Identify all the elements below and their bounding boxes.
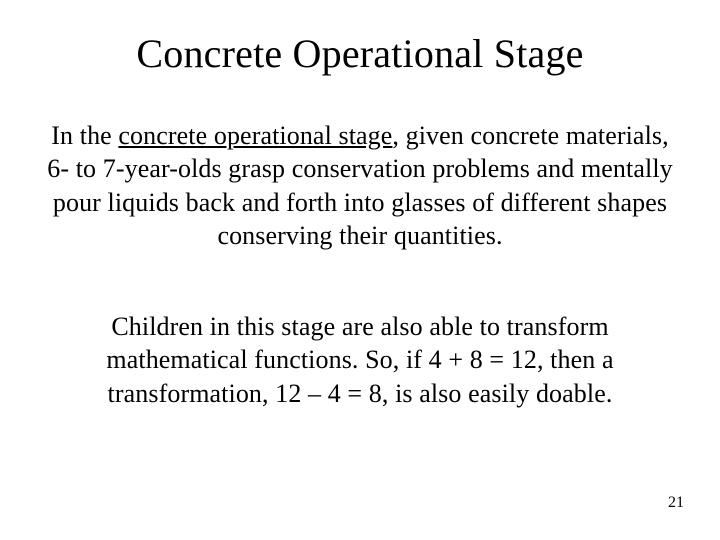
paragraph-1: In the concrete operational stage, given…: [42, 119, 678, 252]
paragraph-2: Children in this stage are also able to …: [42, 310, 678, 410]
slide-title: Concrete Operational Stage: [42, 30, 678, 77]
p1-underlined: concrete operational stage: [118, 121, 392, 150]
p1-pre: In the: [51, 121, 118, 150]
page-number: 21: [668, 494, 684, 512]
slide-container: Concrete Operational Stage In the concre…: [0, 0, 720, 540]
